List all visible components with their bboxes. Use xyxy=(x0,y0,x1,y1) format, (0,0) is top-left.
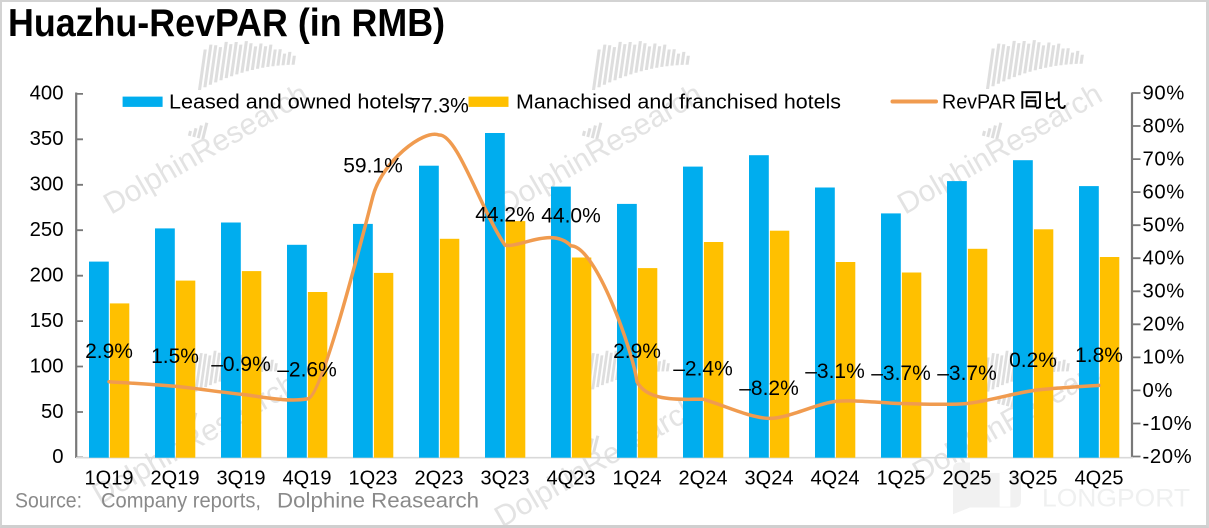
svg-text:150: 150 xyxy=(30,310,64,332)
svg-text:40%: 40% xyxy=(1143,248,1185,270)
svg-text:–8.2%: –8.2% xyxy=(739,377,799,400)
svg-text:3Q23: 3Q23 xyxy=(481,467,530,489)
svg-text:3Q19: 3Q19 xyxy=(217,467,266,489)
svg-text:4Q19: 4Q19 xyxy=(283,467,332,489)
svg-text:60%: 60% xyxy=(1143,181,1185,203)
svg-text:59.1%: 59.1% xyxy=(343,155,403,178)
svg-text:2Q23: 2Q23 xyxy=(415,467,464,489)
svg-text:RevPAR: RevPAR xyxy=(942,91,1016,113)
svg-text:3Q25: 3Q25 xyxy=(1009,467,1058,489)
svg-text:10%: 10% xyxy=(1143,347,1185,369)
svg-text:Dolphine Reasearch: Dolphine Reasearch xyxy=(277,490,479,513)
svg-text:50%: 50% xyxy=(1143,215,1185,237)
svg-text:–3.7%: –3.7% xyxy=(937,362,997,385)
svg-text:77.3%: 77.3% xyxy=(409,94,469,117)
svg-text:Huazhu-RevPAR (in RMB): Huazhu-RevPAR (in RMB) xyxy=(8,2,445,45)
svg-text:1.8%: 1.8% xyxy=(1075,344,1123,367)
svg-text:2.9%: 2.9% xyxy=(613,340,661,363)
svg-text:200: 200 xyxy=(30,265,64,287)
svg-text:400: 400 xyxy=(30,83,64,105)
svg-text:-10%: -10% xyxy=(1143,413,1193,435)
svg-text:350: 350 xyxy=(30,128,64,150)
svg-text:Manachised and franchised hote: Manachised and franchised hotels xyxy=(516,91,841,113)
svg-text:–2.6%: –2.6% xyxy=(277,358,337,381)
svg-text:3Q24: 3Q24 xyxy=(745,467,794,489)
svg-text:20%: 20% xyxy=(1143,314,1185,336)
svg-text:250: 250 xyxy=(30,219,64,241)
svg-text:4Q25: 4Q25 xyxy=(1075,467,1124,489)
svg-text:LONGPORT: LONGPORT xyxy=(1042,485,1190,513)
svg-text:2Q19: 2Q19 xyxy=(151,467,200,489)
svg-text:44.0%: 44.0% xyxy=(541,204,601,227)
svg-text:–3.7%: –3.7% xyxy=(871,362,931,385)
svg-text:1Q25: 1Q25 xyxy=(877,467,926,489)
svg-text:-20%: -20% xyxy=(1143,446,1193,468)
svg-text:1Q23: 1Q23 xyxy=(349,467,398,489)
svg-text:1Q19: 1Q19 xyxy=(85,467,134,489)
svg-text:4Q23: 4Q23 xyxy=(547,467,596,489)
svg-text:70%: 70% xyxy=(1143,148,1185,170)
svg-text:2Q25: 2Q25 xyxy=(943,467,992,489)
svg-text:0.2%: 0.2% xyxy=(1009,349,1057,372)
svg-text:90%: 90% xyxy=(1143,82,1185,104)
svg-text:–3.1%: –3.1% xyxy=(805,360,865,383)
svg-text:44.2%: 44.2% xyxy=(475,204,535,227)
svg-text:Company reports,: Company reports, xyxy=(101,490,261,513)
svg-text:80%: 80% xyxy=(1143,115,1185,137)
svg-text:1.5%: 1.5% xyxy=(151,345,199,368)
svg-text:50: 50 xyxy=(41,401,64,423)
svg-text:–0.9%: –0.9% xyxy=(211,353,271,376)
svg-text:1Q24: 1Q24 xyxy=(613,467,662,489)
svg-text:Leased and owned hotels: Leased and owned hotels xyxy=(169,91,415,113)
svg-text:0: 0 xyxy=(52,446,63,468)
svg-text:2Q24: 2Q24 xyxy=(679,467,728,489)
svg-text:Source:: Source: xyxy=(15,490,82,513)
svg-text:100: 100 xyxy=(30,355,64,377)
svg-text:–2.4%: –2.4% xyxy=(673,358,733,381)
svg-text:30%: 30% xyxy=(1143,281,1185,303)
svg-text:4Q24: 4Q24 xyxy=(811,467,860,489)
svg-text:2.9%: 2.9% xyxy=(85,340,133,363)
svg-text:300: 300 xyxy=(30,174,64,196)
svg-text:0%: 0% xyxy=(1143,380,1174,402)
